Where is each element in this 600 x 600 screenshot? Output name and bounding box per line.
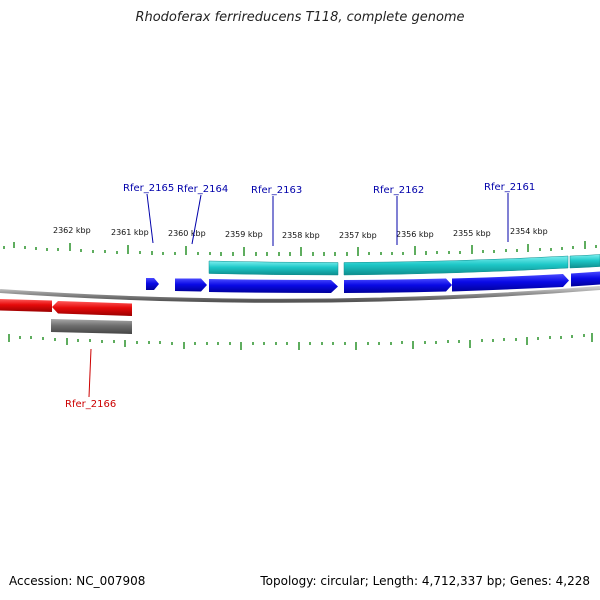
gene-label-rfer-2161[interactable]: Rfer_2161 [484,182,535,193]
scale-label: 2359 kbp [225,230,263,239]
rna-feature[interactable] [343,255,569,276]
gene-arrow-rfer-2164[interactable] [175,278,207,292]
rna-feature[interactable] [51,319,132,334]
gene-labels: Rfer_2165 Rfer_2164 Rfer_2163 Rfer_2162 … [65,182,535,410]
reverse-rna-track [51,319,132,334]
scale-label: 2354 kbp [510,227,548,236]
genome-summary-text: Topology: circular; Length: 4,712,337 bp… [260,574,590,588]
scale-label: 2362 kbp [53,226,91,235]
outer-tick-marks [3,241,597,256]
gene-label-rfer-2162[interactable]: Rfer_2162 [373,185,424,196]
accession-text: Accession: NC_007908 [9,574,146,588]
scale-label: 2358 kbp [282,231,320,240]
scale-label: 2355 kbp [453,229,491,238]
genome-backbone [0,286,600,303]
gene-label-rfer-2166[interactable]: Rfer_2166 [65,399,116,410]
scale-labels: 2362 kbp 2361 kbp 2360 kbp 2359 kbp 2358… [53,226,548,240]
gene-label-rfer-2165[interactable]: Rfer_2165 [123,183,174,194]
gene-arrow[interactable] [571,271,600,287]
gene-arrow-rfer-2161[interactable] [452,274,569,292]
inner-tick-marks [8,333,593,350]
scale-label: 2356 kbp [396,230,434,239]
gene-label-rfer-2164[interactable]: Rfer_2164 [177,184,228,195]
gene-arrow-rfer-2165[interactable] [146,278,159,290]
gene-arrow-rfer-2166[interactable] [52,301,132,316]
map-title: Rhodoferax ferrireducens T118, complete … [135,10,465,25]
reverse-cds-track [0,299,132,316]
scale-label: 2361 kbp [111,228,149,237]
gene-arrow-rfer-2162[interactable] [344,278,452,294]
scale-label: 2357 kbp [339,231,377,240]
forward-cds-track [146,271,600,294]
gene-arrow-rfer-2163[interactable] [209,279,338,293]
scale-label: 2360 kbp [168,229,206,238]
gene-label-rfer-2163[interactable]: Rfer_2163 [251,185,302,196]
rna-feature[interactable] [569,254,600,269]
forward-rna-track [208,254,600,276]
label-leader-lines [88,193,509,398]
rna-feature[interactable] [208,260,339,276]
gene-arrow[interactable] [0,299,52,312]
